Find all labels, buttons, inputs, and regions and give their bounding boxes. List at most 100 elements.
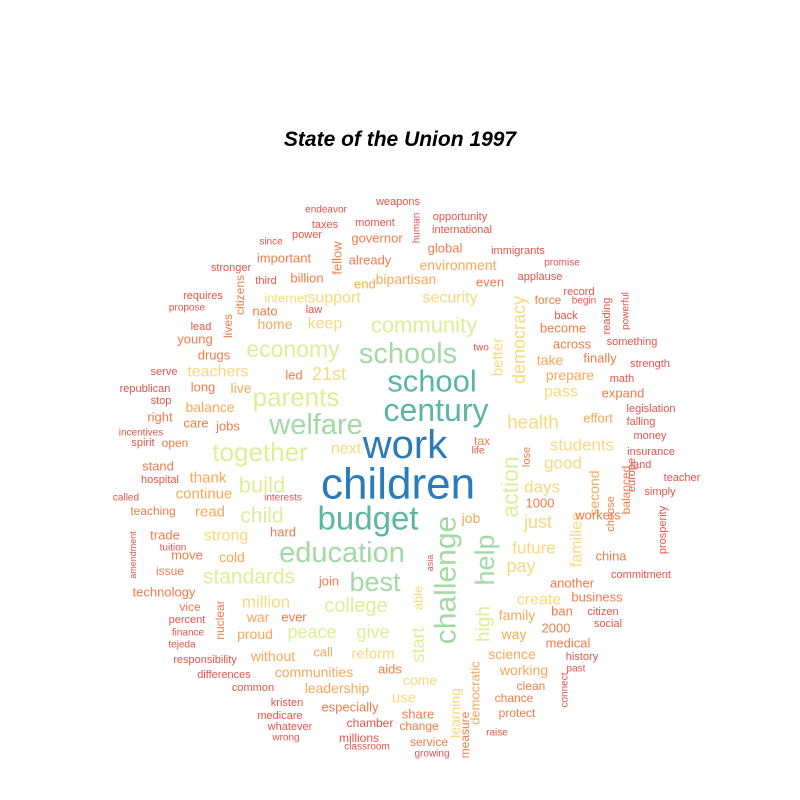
word-growing: growing — [414, 749, 449, 760]
word-responsibility: responsibility — [173, 654, 237, 666]
word-lives: lives — [221, 314, 235, 338]
word-already: already — [349, 253, 392, 268]
word-create: create — [517, 592, 562, 609]
word-standards: standards — [203, 566, 295, 589]
word-kristen: kristen — [271, 697, 303, 709]
word-change: change — [399, 719, 439, 733]
word-opportunity: opportunity — [433, 211, 488, 223]
word-days: days — [524, 478, 560, 497]
word-balanced: balanced — [619, 466, 633, 515]
word-thank: thank — [190, 470, 227, 487]
word-interests: interests — [264, 493, 302, 504]
word-teacher: teacher — [664, 472, 701, 484]
word-spirit: spirit — [131, 437, 154, 449]
word-young: young — [177, 332, 212, 347]
word-take: take — [537, 352, 564, 368]
word-good: good — [544, 454, 582, 473]
word-tejeda: tejeda — [168, 640, 196, 651]
word-reform: reform — [351, 646, 394, 663]
word-taxes: taxes — [312, 219, 339, 231]
word-since: since — [259, 237, 283, 248]
word-science: science — [488, 646, 536, 662]
word-long: long — [191, 380, 216, 395]
word-way: way — [501, 626, 527, 642]
word-health: health — [507, 413, 559, 434]
word-pay: pay — [506, 556, 535, 576]
word-governor: governor — [351, 231, 403, 246]
word-china: china — [595, 549, 627, 564]
word-lead: lead — [191, 321, 212, 333]
word-finally: finally — [583, 351, 617, 366]
word-issue: issue — [156, 564, 184, 578]
word-another: another — [550, 576, 595, 591]
word-across: across — [553, 337, 592, 352]
word-percent: percent — [169, 614, 206, 626]
word-democratic: democratic — [468, 661, 483, 725]
word-prosperity: prosperity — [657, 505, 669, 554]
word-call: call — [313, 645, 333, 660]
word-security: security — [422, 290, 477, 307]
word-billion: billion — [290, 271, 323, 286]
word-whatever: whatever — [267, 721, 313, 733]
word-amendment: amendment — [128, 531, 138, 579]
word-powerful: powerful — [621, 292, 632, 330]
word-child: child — [240, 505, 283, 528]
word-global: global — [428, 241, 463, 256]
word-falling: falling — [627, 416, 656, 428]
word-without: without — [250, 648, 295, 664]
word-economy: economy — [246, 336, 340, 362]
word-welfare: welfare — [268, 409, 363, 441]
word-work: work — [362, 423, 448, 467]
word-care: care — [183, 416, 208, 431]
word-incentives: incentives — [119, 428, 163, 439]
word-build: build — [239, 473, 285, 498]
word-aids: aids — [378, 662, 402, 677]
word-fellow: fellow — [330, 241, 345, 275]
word-come: come — [403, 672, 437, 688]
word-requires: requires — [183, 290, 223, 302]
word-together: together — [212, 437, 308, 467]
word-proud: proud — [237, 626, 273, 642]
word-weapons: weapons — [375, 196, 421, 208]
word-called: called — [113, 493, 139, 504]
word-endeavor: endeavor — [305, 205, 347, 216]
word-nuclear: nuclear — [213, 600, 227, 639]
word-community: community — [371, 313, 477, 338]
word-force: force — [535, 293, 562, 307]
word-immigrants: immigrants — [491, 245, 545, 257]
word-citizen: citizen — [587, 606, 618, 618]
word-measure: measure — [458, 711, 472, 758]
word-stand: stand — [142, 459, 174, 474]
word-wrong: wrong — [271, 733, 299, 744]
word-ban: ban — [551, 604, 573, 619]
word-tax: tax — [474, 434, 490, 448]
word-math: math — [610, 373, 634, 385]
chart-title: State of the Union 1997 — [283, 128, 517, 151]
word-budget: budget — [318, 500, 419, 537]
word-home: home — [257, 316, 292, 332]
word-record: record — [563, 286, 594, 298]
word-give: give — [356, 622, 389, 642]
word-medical: medical — [546, 636, 591, 651]
word-2000: 2000 — [542, 621, 571, 636]
word-next: next — [331, 441, 362, 458]
word-school: school — [387, 364, 477, 399]
word-war: war — [246, 609, 270, 625]
word-technology: technology — [133, 585, 196, 600]
word-working: working — [499, 662, 548, 678]
word-lose: lose — [521, 447, 533, 467]
word-chance: chance — [495, 691, 534, 705]
word-law: law — [306, 304, 323, 316]
word-high: high — [474, 606, 495, 642]
word-medicare: medicare — [257, 710, 302, 722]
word-live: live — [230, 380, 251, 396]
word-parents: parents — [253, 382, 340, 412]
word-tuition: tuition — [160, 543, 187, 554]
word-finance: finance — [172, 628, 205, 639]
word-international: international — [432, 224, 492, 236]
word-strength: strength — [630, 358, 670, 370]
word-history: history — [566, 651, 599, 663]
word-commitment: commitment — [611, 569, 671, 581]
word-strong: strong — [204, 528, 248, 545]
